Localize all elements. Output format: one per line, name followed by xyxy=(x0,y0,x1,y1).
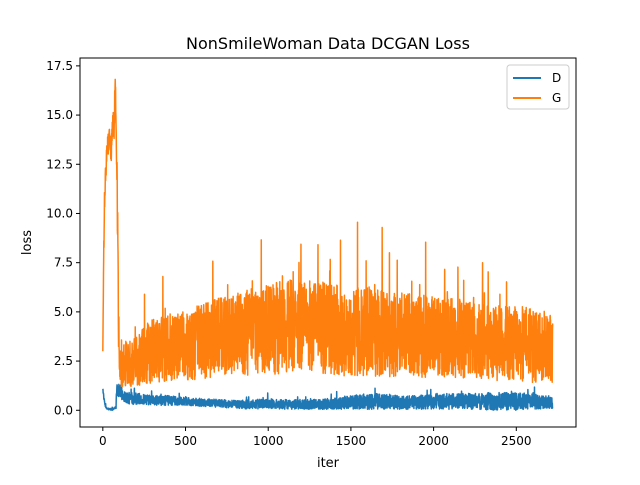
x-tick-label: 1000 xyxy=(253,434,284,448)
y-tick-label: 7.5 xyxy=(54,256,73,270)
plot-area xyxy=(79,57,577,428)
x-axis: 0 500 1000 1500 2000 2500 xyxy=(99,427,532,448)
y-axis: 0.0 2.5 5.0 7.5 10.0 12.5 15.0 17.5 xyxy=(46,59,80,417)
plot-frame xyxy=(79,57,577,428)
x-tick-label: 2000 xyxy=(418,434,449,448)
series-layer xyxy=(102,78,554,411)
legend: DG xyxy=(506,64,570,110)
y-tick-label: 15.0 xyxy=(46,108,73,122)
y-tick-label: 12.5 xyxy=(46,157,73,171)
y-tick-label: 5.0 xyxy=(54,305,73,319)
y-tick-label: 17.5 xyxy=(46,59,73,73)
y-axis-label: loss xyxy=(20,230,35,255)
x-axis-label: iter xyxy=(317,456,340,471)
y-tick-label: 2.5 xyxy=(54,354,73,368)
x-tick-label: 2500 xyxy=(501,434,532,448)
series-line-G xyxy=(102,78,554,388)
x-tick-label: 0 xyxy=(99,434,107,448)
series-line-D xyxy=(102,380,554,411)
chart-title: NonSmileWoman Data DCGAN Loss xyxy=(186,34,470,53)
y-tick-label: 10.0 xyxy=(46,206,73,220)
legend-label-D: D xyxy=(552,71,561,85)
x-tick-label: 500 xyxy=(174,434,197,448)
legend-label-G: G xyxy=(552,91,561,105)
x-tick-label: 1500 xyxy=(336,434,367,448)
y-tick-label: 0.0 xyxy=(54,403,73,417)
